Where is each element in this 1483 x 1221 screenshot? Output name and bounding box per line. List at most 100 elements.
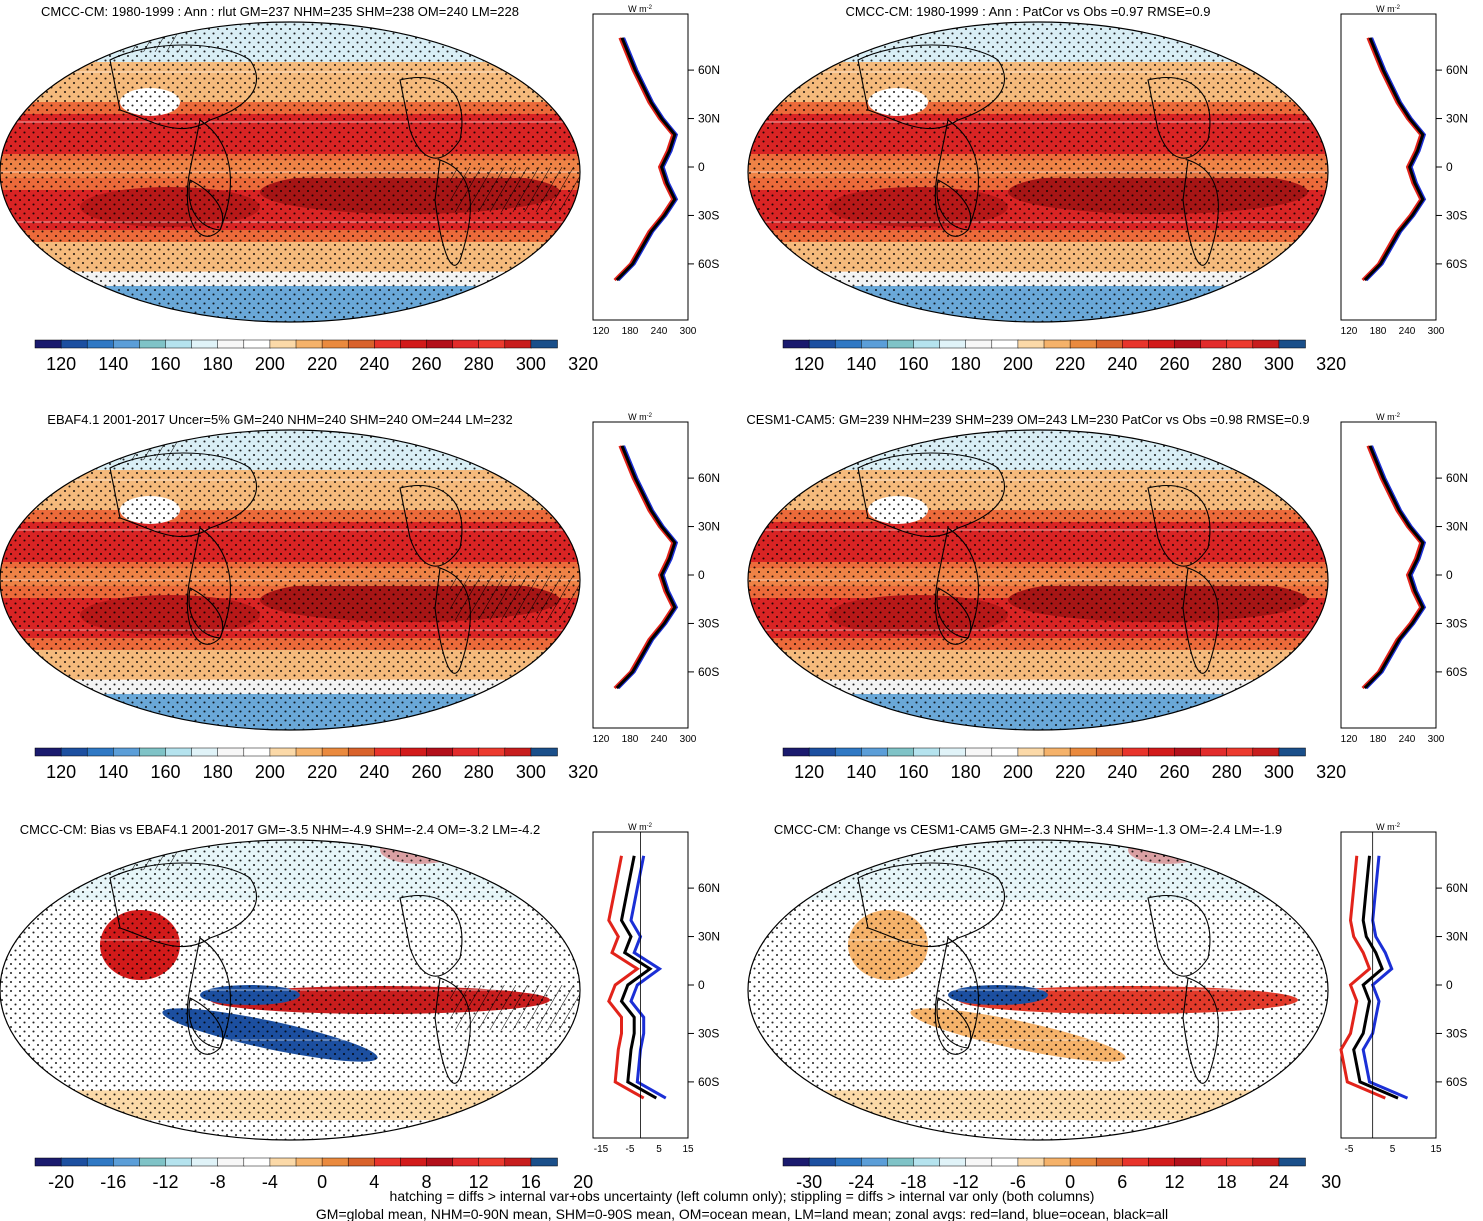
lat-label: 30S	[698, 616, 719, 630]
zonal-x-label: 120	[1341, 326, 1358, 337]
zonal-unit-exponent: -2	[1395, 413, 1401, 419]
colorbar-swatch	[965, 747, 993, 757]
zonal-x-label: 5	[656, 1144, 662, 1155]
colorbar-swatch	[243, 1157, 271, 1167]
colorbar-label: 240	[1107, 762, 1137, 782]
colorbar-swatch	[60, 339, 88, 349]
colorbar-swatch	[913, 747, 941, 757]
colorbar-swatch	[1043, 747, 1071, 757]
coastline	[1147, 894, 1211, 977]
colorbar-swatch	[1278, 747, 1306, 757]
lat-label: 60S	[698, 1075, 719, 1089]
colorbar-swatch	[834, 1157, 863, 1167]
zonal-unit-exponent: -2	[1395, 823, 1401, 829]
colorbar-label: 160	[898, 762, 928, 782]
map	[0, 840, 580, 1140]
colorbar-swatch	[139, 1157, 167, 1167]
zonal-ocean-curve	[617, 37, 679, 282]
coastline	[1182, 567, 1219, 674]
colorbar-label: -24	[848, 1172, 874, 1192]
zonal-unit: W m-2	[1376, 4, 1400, 14]
stippling	[748, 840, 1328, 1140]
colorbar-swatch	[165, 339, 193, 349]
colorbar-swatch	[808, 747, 836, 757]
zonal-x-label: 300	[1428, 734, 1445, 745]
colorbar-label: 140	[846, 762, 876, 782]
colorbar-swatch	[86, 1157, 115, 1167]
colorbar-swatch	[913, 339, 941, 349]
zonal-x-label: -5	[1345, 1144, 1354, 1155]
colorbar-swatch	[1252, 339, 1280, 349]
colorbar-label: 18	[1217, 1172, 1237, 1192]
colorbar-swatch	[426, 1157, 454, 1167]
coastline	[434, 567, 471, 674]
colorbar-swatch	[1095, 747, 1124, 757]
colorbar-label: 0	[317, 1172, 327, 1192]
colorbar-label: 260	[1159, 354, 1189, 374]
zonal-x-label: 300	[1428, 326, 1445, 337]
colorbar-swatch	[1069, 1157, 1097, 1167]
zonal-plot: W m-2 60N 30N 0 30S 60S -5 5 15	[1339, 822, 1468, 1155]
colorbar: 120 140 160 180 200 220 240 260 280 300 320	[34, 747, 598, 782]
hatching	[100, 22, 180, 52]
zonal-land-curve	[613, 37, 675, 282]
colorbar-swatch	[808, 339, 836, 349]
colorbar-label: 200	[1003, 354, 1033, 374]
lat-label: 60N	[1446, 881, 1468, 895]
colorbar-swatch	[861, 339, 889, 349]
zonal-all-curve	[1352, 855, 1399, 1100]
zonal-x-label: -15	[594, 1144, 609, 1155]
zonal-x-label: 120	[593, 734, 610, 745]
colorbar-label: -6	[1010, 1172, 1026, 1192]
colorbar-swatch	[1043, 339, 1071, 349]
colorbar-swatch	[834, 339, 863, 349]
zonal-ocean-curve	[629, 855, 667, 1100]
colorbar-swatch	[1252, 1157, 1280, 1167]
colorbar-swatch	[269, 339, 297, 349]
colorbar-swatch	[939, 1157, 967, 1167]
colorbar-swatch	[887, 747, 915, 757]
panel-title: CMCC-CM: 1980-1999 : Ann : rlut GM=237 N…	[41, 4, 519, 19]
lat-label: 30S	[1446, 616, 1467, 630]
zonal-frame	[592, 421, 689, 729]
coastline	[188, 587, 224, 639]
colorbar-swatch	[1200, 1157, 1228, 1167]
colorbar-label: 140	[846, 354, 876, 374]
lat-label: 30S	[1446, 1026, 1467, 1040]
colorbar-label: 240	[359, 354, 389, 374]
colorbar-swatch	[400, 339, 428, 349]
zonal-unit-exponent: -2	[647, 823, 653, 829]
zonal-land-curve	[613, 445, 675, 690]
colorbar-swatch	[34, 1157, 62, 1167]
colorbar-label: 240	[359, 762, 389, 782]
colorbar-swatch	[965, 339, 993, 349]
zonal-x-label: 240	[651, 734, 668, 745]
colorbar-swatch	[113, 747, 141, 757]
panel-f: CMCC-CM: Change vs CESM1-CAM5 GM=-2.3 NH…	[747, 822, 1468, 1192]
colorbar-label: 280	[464, 354, 494, 374]
colorbar-swatch	[1043, 1157, 1071, 1167]
colorbar-label: 180	[951, 762, 981, 782]
colorbar-swatch	[808, 1157, 836, 1167]
colorbar-swatch	[478, 747, 506, 757]
coastline	[936, 997, 972, 1049]
zonal-unit: W m-2	[628, 412, 652, 422]
zonal-x-label: 180	[622, 326, 639, 337]
zonal-plot: W m-2 60N 30N 0 30S 60S -15 -5 5 15	[592, 822, 720, 1155]
colorbar-label: 200	[255, 354, 285, 374]
colorbar-swatch	[834, 747, 863, 757]
colorbar-label: 240	[1107, 354, 1137, 374]
colorbar-swatch	[1226, 1157, 1254, 1167]
lat-label: 30S	[698, 1026, 719, 1040]
colorbar-label: 20	[573, 1172, 593, 1192]
zonal-frame	[1340, 421, 1437, 729]
colorbar-label: -12	[152, 1172, 178, 1192]
footer-line-2: GM=global mean, NHM=0-90N mean, SHM=0-90…	[316, 1206, 1168, 1221]
zonal-ocean-curve	[1361, 855, 1409, 1100]
colorbar-swatch	[1017, 747, 1045, 757]
coastline	[399, 484, 463, 567]
zonal-unit: W m-2	[1376, 822, 1400, 832]
hatching	[450, 575, 580, 620]
zonal-plot: W m-2 60N 30N 0 30S 60S 120 180 240 300	[1340, 4, 1468, 337]
